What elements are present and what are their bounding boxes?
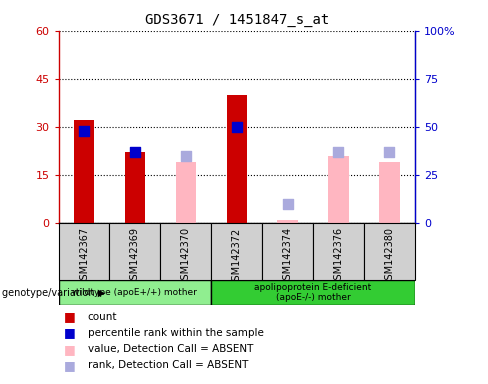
Text: GSM142369: GSM142369 [130,227,140,286]
Bar [211,223,262,280]
Text: genotype/variation ▶: genotype/variation ▶ [2,288,106,298]
Point [386,149,393,155]
Text: ■: ■ [63,359,75,372]
Bar [328,156,348,223]
Text: GSM142372: GSM142372 [232,227,242,286]
Text: GSM142380: GSM142380 [385,227,394,286]
Text: ■: ■ [63,343,75,356]
Point [80,127,88,134]
Point [131,149,139,155]
Bar [313,223,364,280]
Text: GSM142370: GSM142370 [181,227,191,286]
Text: ■: ■ [63,310,75,323]
Bar [277,220,298,223]
Bar [74,120,94,223]
Bar [161,223,211,280]
Bar [59,280,211,305]
Bar [262,223,313,280]
Bar [125,152,145,223]
Bar [109,223,161,280]
Text: count: count [88,312,117,322]
Bar [176,162,196,223]
Text: wildtype (apoE+/+) mother: wildtype (apoE+/+) mother [72,288,197,297]
Text: percentile rank within the sample: percentile rank within the sample [88,328,264,338]
Title: GDS3671 / 1451847_s_at: GDS3671 / 1451847_s_at [144,13,329,27]
Text: GSM142374: GSM142374 [283,227,293,286]
Text: rank, Detection Call = ABSENT: rank, Detection Call = ABSENT [88,360,248,370]
Text: value, Detection Call = ABSENT: value, Detection Call = ABSENT [88,344,253,354]
Bar [226,95,247,223]
Point [284,200,291,207]
Text: apolipoprotein E-deficient
(apoE-/-) mother: apolipoprotein E-deficient (apoE-/-) mot… [254,283,372,303]
Text: ■: ■ [63,326,75,339]
Text: GSM142367: GSM142367 [79,227,89,286]
Text: GSM142376: GSM142376 [333,227,344,286]
Bar [211,280,415,305]
Bar [59,223,109,280]
Point [182,152,190,159]
Bar [364,223,415,280]
Bar [379,162,400,223]
Point [335,149,343,155]
Point [233,124,241,130]
